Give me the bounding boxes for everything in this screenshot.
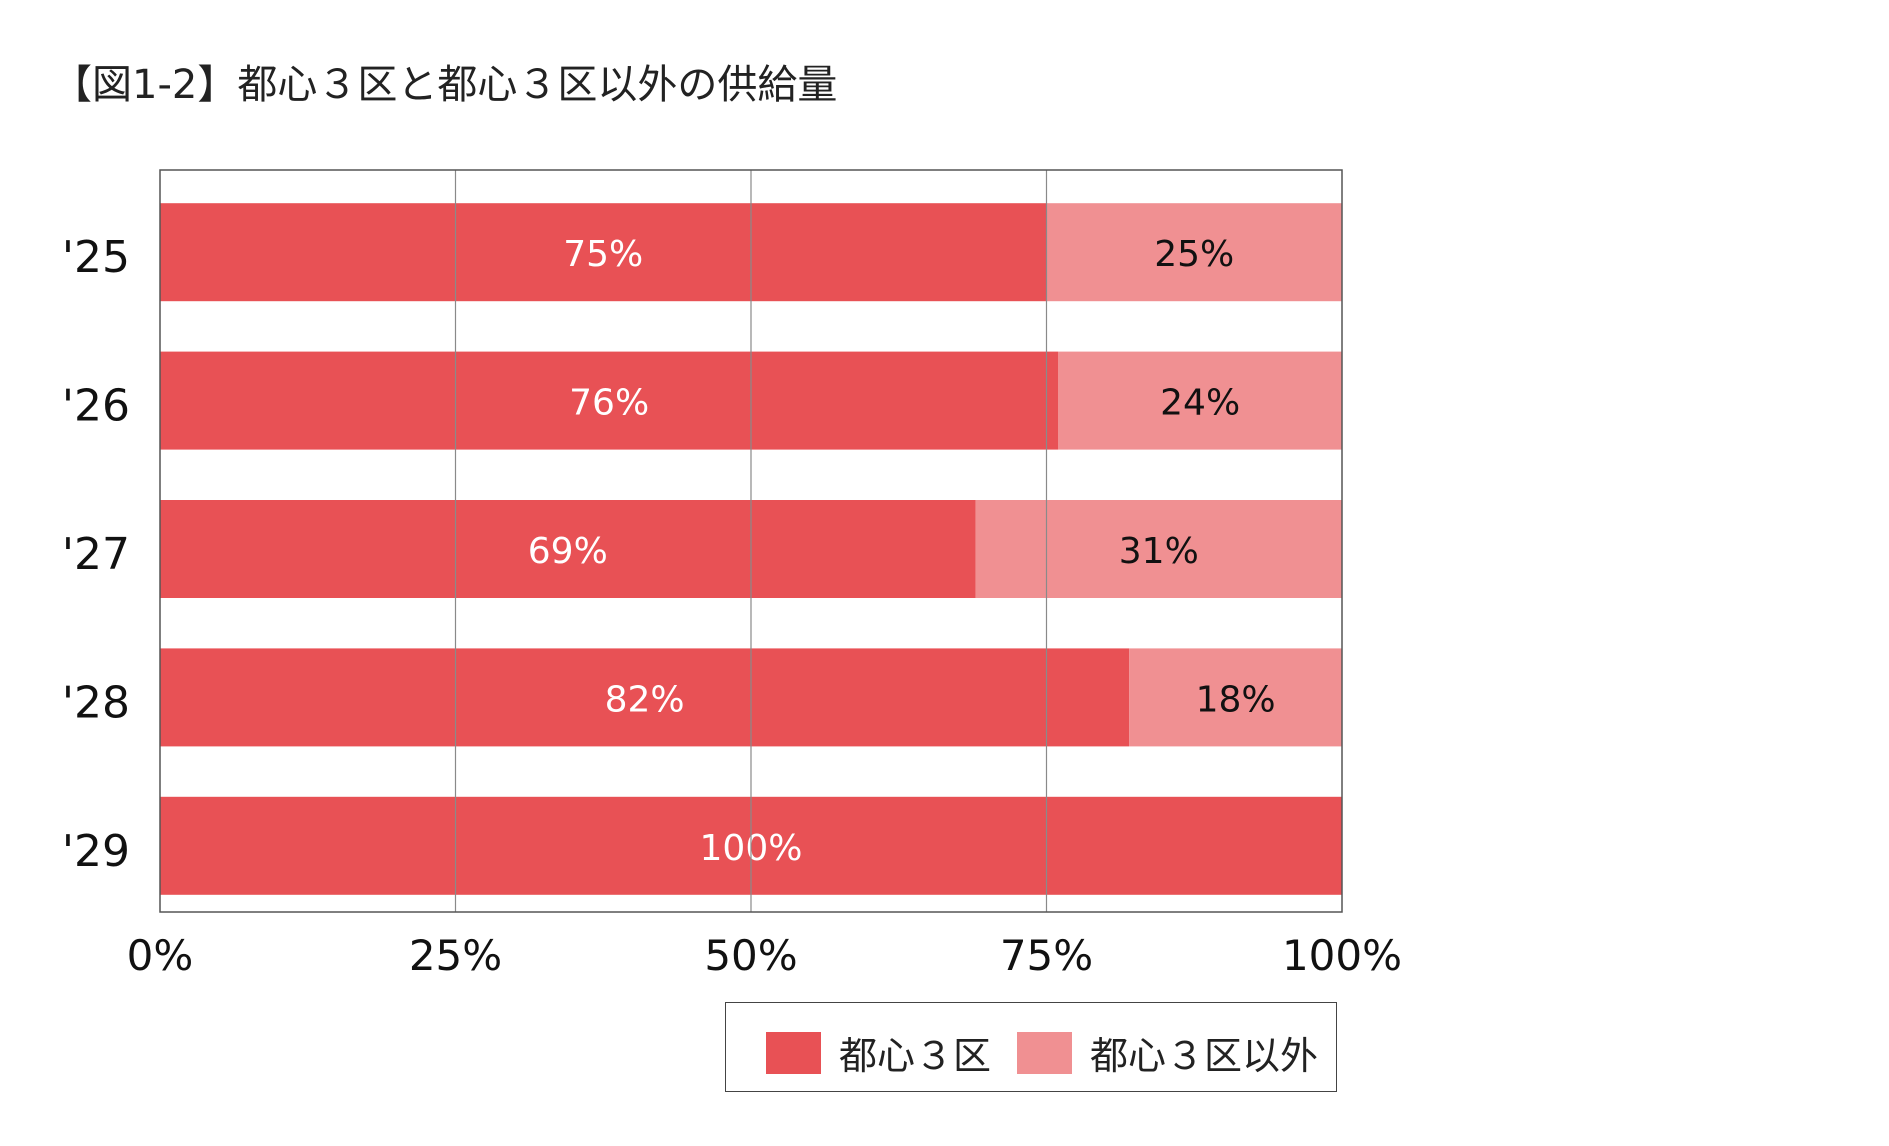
x-tick-label: 0% bbox=[127, 931, 194, 980]
x-tick-label: 75% bbox=[1000, 931, 1093, 980]
legend-swatch-series-1 bbox=[766, 1031, 821, 1074]
bar-segment bbox=[160, 648, 1130, 747]
data-label: 69% bbox=[528, 531, 608, 572]
category-label: '29 bbox=[62, 826, 130, 877]
bar-segment bbox=[160, 500, 976, 598]
legend-swatch-series-2 bbox=[1017, 1031, 1072, 1074]
category-label: '25 bbox=[62, 232, 130, 283]
bar-segment bbox=[1058, 351, 1342, 450]
data-label: 18% bbox=[1196, 679, 1276, 720]
category-label: '26 bbox=[62, 381, 130, 432]
category-label: '27 bbox=[62, 529, 130, 580]
bar-segment bbox=[160, 351, 1059, 450]
x-tick-label: 50% bbox=[704, 931, 797, 980]
chart-title: 【図1-2】都心３区と都心３区以外の供給量 bbox=[52, 62, 838, 108]
legend: 都心３区 都心３区以外 bbox=[725, 1002, 1337, 1092]
bar-segment bbox=[1129, 648, 1342, 747]
bar-segment bbox=[1046, 203, 1342, 302]
legend-label-series-2: 都心３区以外 bbox=[1090, 1034, 1319, 1078]
category-label: '28 bbox=[62, 677, 130, 728]
legend-label-series-1: 都心３区 bbox=[839, 1034, 992, 1078]
data-label: 76% bbox=[569, 383, 649, 424]
bar-segment bbox=[975, 500, 1342, 598]
data-label: 25% bbox=[1154, 234, 1234, 275]
plot-frame bbox=[159, 169, 1343, 913]
x-tick-label: 25% bbox=[409, 931, 502, 980]
data-label: 24% bbox=[1160, 383, 1240, 424]
data-label: 75% bbox=[563, 234, 643, 275]
legend-item-series-2: 都心３区以外 bbox=[1017, 1025, 1318, 1080]
x-tick-label: 100% bbox=[1282, 931, 1402, 980]
bar-segment bbox=[160, 203, 1047, 302]
data-label: 82% bbox=[605, 679, 685, 720]
legend-item-series-1: 都心３区 bbox=[766, 1025, 991, 1080]
data-label: 31% bbox=[1119, 531, 1199, 572]
